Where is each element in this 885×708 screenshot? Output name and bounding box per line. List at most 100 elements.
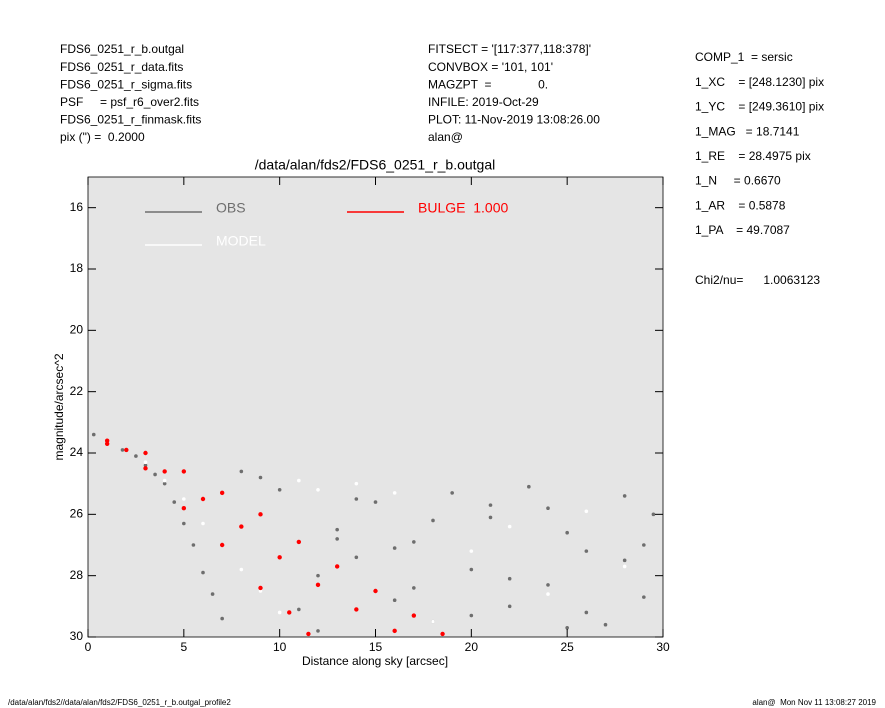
chart-title: /data/alan/fds2/FDS6_0251_r_b.outgal: [255, 157, 496, 173]
data-point: [91, 432, 96, 437]
data-point: [622, 494, 627, 498]
data-point: [373, 500, 378, 504]
data-point: [219, 490, 225, 496]
y-tick-label: 18: [70, 261, 84, 275]
param-line: COMP_1 = sersic: [695, 50, 793, 64]
data-point: [210, 592, 215, 596]
y-tick-label: 16: [70, 200, 84, 214]
data-point: [335, 537, 339, 541]
data-point: [622, 564, 627, 569]
x-tick-label: 0: [85, 640, 92, 654]
data-point: [143, 463, 148, 468]
y-tick-label: 26: [70, 507, 84, 521]
x-tick-label: 5: [180, 640, 187, 654]
data-point: [392, 491, 397, 495]
data-point: [239, 469, 244, 474]
data-point: [191, 543, 196, 547]
legend-label: OBS: [216, 200, 246, 216]
data-point: [120, 448, 125, 452]
header-middle-line: FITSECT = '[117:377,118:378]': [428, 42, 591, 56]
data-point: [258, 512, 263, 517]
plot-marks: [91, 432, 656, 637]
data-point: [546, 583, 550, 587]
y-axis-label: magnitude/arcsec^2: [52, 353, 66, 460]
data-point: [354, 607, 359, 612]
header-middle-line: INFILE: 2019-Oct-29: [428, 95, 539, 109]
header-left-line: FDS6_0251_r_b.outgal: [60, 42, 184, 56]
data-point: [603, 622, 608, 627]
data-point: [450, 491, 454, 495]
data-point: [306, 631, 311, 637]
data-point: [584, 549, 589, 553]
data-point: [172, 500, 177, 504]
param-line: 1_AR = 0.5878: [695, 198, 786, 212]
x-tick-label: 30: [656, 640, 670, 654]
param-line: 1_RE = 28.4975 pix: [695, 149, 811, 163]
header-middle-line: PLOT: 11-Nov-2019 13:08:26.00: [428, 113, 600, 127]
data-point: [584, 509, 589, 514]
data-point: [565, 626, 569, 630]
data-point: [181, 506, 187, 511]
data-point: [277, 555, 282, 560]
x-axis-label: Distance along sky [arcsec]: [302, 654, 448, 668]
param-line: 1_N = 0.6670: [695, 174, 781, 188]
data-point: [143, 460, 148, 465]
data-point: [297, 478, 301, 483]
data-point: [488, 503, 493, 507]
data-point: [651, 512, 656, 517]
param-line: 1_XC = [248.1230] pix: [695, 75, 824, 89]
data-point: [315, 582, 321, 588]
header-left-line: FDS6_0251_r_sigma.fits: [60, 77, 192, 91]
legend-label: BULGE 1.000: [418, 200, 508, 216]
data-point: [507, 576, 512, 581]
data-point: [565, 530, 569, 535]
data-point: [392, 628, 397, 634]
data-point: [124, 447, 129, 453]
data-point: [220, 616, 224, 621]
data-point: [182, 521, 186, 526]
data-point: [287, 610, 292, 615]
data-point: [527, 484, 531, 489]
data-point: [354, 481, 359, 486]
y-tick-label: 28: [70, 568, 84, 582]
data-point: [277, 488, 282, 492]
data-point: [373, 588, 378, 594]
header-left-line: PSF = psf_r6_over2.fits: [60, 95, 199, 109]
y-tick-label: 24: [70, 445, 84, 459]
legend-label: MODEL: [216, 233, 266, 249]
data-point: [182, 497, 186, 501]
data-point: [219, 542, 225, 548]
data-point: [258, 589, 263, 593]
data-point: [354, 497, 359, 501]
data-point: [201, 521, 205, 526]
data-point: [258, 585, 263, 591]
data-point: [162, 469, 167, 474]
data-point: [584, 610, 589, 615]
footer-right: alan@ Mon Nov 11 13:08:27 2019: [752, 698, 876, 707]
x-tick-label: 20: [465, 640, 479, 654]
data-point: [296, 539, 302, 545]
data-point: [277, 610, 282, 615]
header-middle-line: CONVBOX = '101, 101': [428, 60, 553, 74]
data-point: [354, 555, 359, 560]
data-point: [104, 441, 110, 446]
data-point: [143, 450, 148, 456]
data-point: [239, 567, 244, 572]
data-point: [134, 454, 138, 458]
data-point: [642, 595, 646, 599]
data-point: [162, 478, 167, 483]
x-tick-label: 15: [369, 640, 383, 654]
data-point: [316, 629, 320, 633]
x-tick-label: 10: [273, 640, 287, 654]
data-point: [297, 607, 301, 612]
data-point: [412, 586, 416, 590]
header-left-line: FDS6_0251_r_finmask.fits: [60, 113, 201, 127]
data-point: [642, 543, 646, 547]
data-point: [201, 570, 205, 575]
y-tick-label: 30: [70, 629, 84, 643]
data-point: [392, 546, 397, 550]
data-point: [200, 496, 206, 502]
data-point: [469, 549, 474, 553]
data-point: [488, 515, 493, 520]
